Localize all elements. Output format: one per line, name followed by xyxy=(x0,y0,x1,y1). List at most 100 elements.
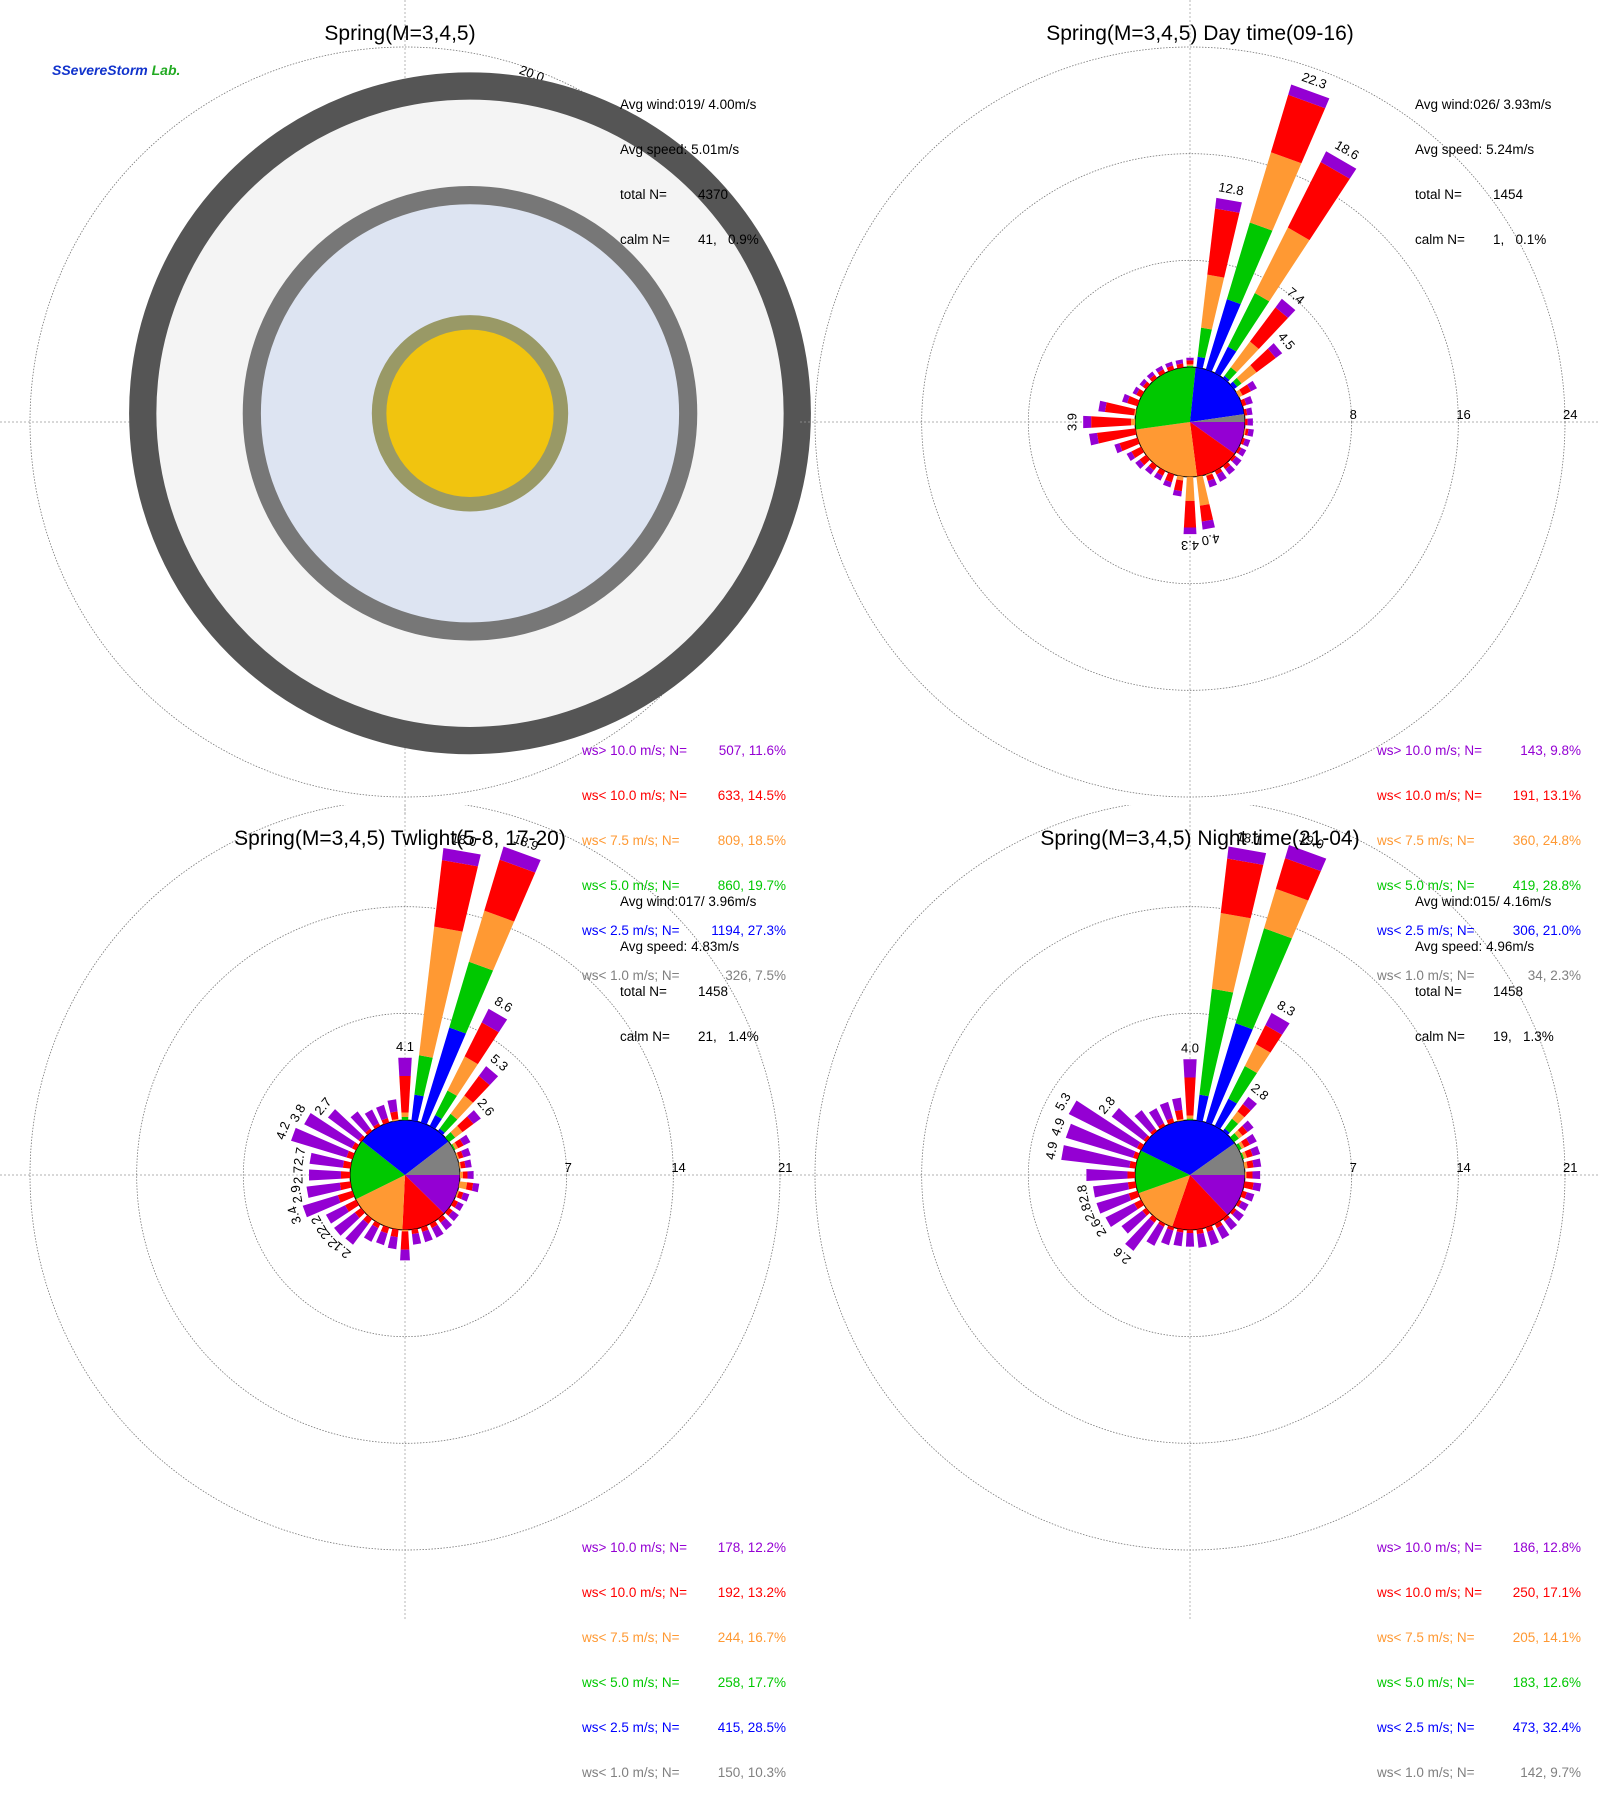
bar-dir-230 xyxy=(1121,1207,1150,1234)
total-label: total N= xyxy=(1415,187,1462,202)
bar-segment xyxy=(1247,418,1253,426)
bar-dir-200 xyxy=(1162,472,1175,488)
bar-segment xyxy=(461,1147,471,1158)
bar-segment xyxy=(1134,409,1137,416)
bar-segment xyxy=(1176,1228,1184,1233)
bar-segment xyxy=(1227,293,1270,352)
bar-segment xyxy=(390,1111,399,1120)
pie-slice-5 xyxy=(1190,414,1245,422)
stats-box: Avg wind:026/ 3.93m/s Avg speed: 5.24m/s… xyxy=(1415,67,1551,277)
logo-lab: Lab. xyxy=(151,62,181,78)
avg-speed-value: 4.83m/s xyxy=(691,939,740,954)
bar-segment xyxy=(1242,1120,1254,1133)
bar-segment xyxy=(1222,1215,1230,1222)
bar-segment xyxy=(350,1111,371,1133)
bar-segment xyxy=(1247,428,1254,437)
bar-dir-130 xyxy=(1230,454,1242,467)
bar-segment xyxy=(1173,1231,1184,1247)
bar-segment xyxy=(1143,1135,1150,1143)
bar-segment xyxy=(1243,1161,1248,1169)
avg-wind-label: Avg wind: xyxy=(1415,894,1474,909)
bar-segment xyxy=(450,1143,456,1151)
bar-segment xyxy=(1214,467,1223,475)
legend-row-lt5: ws< 5.0 m/s; N= 419, 28.8% xyxy=(1377,878,1581,893)
total-row: total N= 1458 xyxy=(620,984,759,999)
windrose-panel-all: 714213.016.320.011.85.13.02.32.73.23.13.… xyxy=(0,0,811,983)
avg-speed-value: 5.01m/s xyxy=(691,142,740,157)
pie-slice-5 xyxy=(1190,1143,1245,1175)
legend-row-lt10: ws< 10.0 m/s; N= 192, 13.2% xyxy=(582,1585,786,1600)
bar-dir-260: 2.8 xyxy=(1074,1181,1137,1204)
ring-label-0: 7 xyxy=(565,1160,572,1175)
bar-dir-130 xyxy=(1230,1207,1244,1222)
bar-segment xyxy=(1201,274,1225,330)
bar-segment xyxy=(1230,341,1259,373)
bar-segment xyxy=(1207,208,1240,278)
bar-segment xyxy=(414,1055,433,1097)
bar-dir-310 xyxy=(1139,378,1150,390)
bar-segment xyxy=(1205,472,1213,476)
bar-label: 5.3 xyxy=(1052,1090,1074,1113)
bar-segment xyxy=(450,1095,474,1120)
bar-segment xyxy=(1232,377,1242,387)
bar-dir-340 xyxy=(1159,1101,1175,1125)
bar-dir-290: 4.9 xyxy=(1048,1116,1140,1160)
bar-segment xyxy=(1237,1125,1248,1136)
pie-slice-2 xyxy=(1135,422,1198,478)
bar-segment xyxy=(449,961,494,1034)
bar-dir-150 xyxy=(1214,467,1227,482)
speed-legend: ws> 10.0 m/s; N= 143, 9.8% ws< 10.0 m/s; … xyxy=(1377,713,1581,1013)
bar-segment xyxy=(1235,928,1292,1030)
bar-segment xyxy=(1091,416,1132,428)
bar-segment xyxy=(1205,1023,1253,1125)
bar-label: 3.8 xyxy=(287,1101,309,1124)
pie-slice-4 xyxy=(1140,1120,1235,1175)
bar-dir-140 xyxy=(1222,1215,1238,1231)
bar-segment xyxy=(1119,437,1140,452)
legend-row-gt10: ws> 10.0 m/s; N= 186, 12.8% xyxy=(1377,1540,1581,1555)
bar-segment xyxy=(1174,1109,1184,1120)
bar-segment xyxy=(1230,381,1238,390)
bar-segment xyxy=(1205,1225,1214,1233)
bar-dir-250 xyxy=(1114,437,1140,454)
chart-title: Spring(M=3,4,5) Day time(09-16) xyxy=(1046,22,1354,45)
ring-label-2: 24 xyxy=(1563,407,1577,422)
bar-dir-160 xyxy=(1205,1225,1219,1246)
pie-slice-4 xyxy=(361,1120,449,1175)
bar-segment xyxy=(1162,479,1172,488)
bar-dir-260 xyxy=(1089,428,1137,446)
bar-dir-100 xyxy=(1243,428,1254,437)
bar-segment xyxy=(1222,462,1231,470)
bar-segment xyxy=(1098,400,1107,413)
bar-segment xyxy=(1227,846,1267,865)
bar-segment xyxy=(1240,1152,1245,1160)
calm-value: 1, 0.1% xyxy=(1493,232,1547,247)
windrose-panel-day: 8 16 24 12.8 22.3 18.6 7.4 4.5 4.0 4.3 3.9 Spring(… xyxy=(800,0,1600,983)
pie-slice-0 xyxy=(1190,422,1245,454)
bar-segment xyxy=(1161,1228,1174,1246)
bar-segment xyxy=(1134,1199,1145,1210)
bar-dir-190 xyxy=(387,1228,399,1250)
bar-segment xyxy=(1243,428,1246,435)
total-value: 1458 xyxy=(698,984,729,999)
bar-segment xyxy=(429,1220,438,1229)
bar-segment xyxy=(342,1160,352,1169)
bar-segment xyxy=(459,1134,471,1146)
bar-segment xyxy=(411,1094,424,1122)
bar-segment xyxy=(1186,357,1194,361)
bar-segment xyxy=(1086,1169,1128,1181)
bar-segment xyxy=(1186,1229,1194,1233)
bar-dir-110 xyxy=(1240,437,1251,447)
bar-label: 3.9 xyxy=(1064,413,1079,431)
bar-dir-170: 4.0 xyxy=(1196,475,1221,549)
bar-dir-120 xyxy=(1235,1199,1249,1212)
total-value: 1458 xyxy=(1493,984,1524,999)
total-label: total N= xyxy=(620,984,667,999)
speed-legend: ws> 10.0 m/s; N= 507, 11.6% ws< 10.0 m/s;… xyxy=(582,713,786,1013)
bar-segment xyxy=(478,1066,499,1086)
avg-speed-label: Avg speed: xyxy=(620,142,688,157)
bar-segment xyxy=(1165,472,1175,483)
bar-dir-280 xyxy=(1098,400,1137,416)
bar-segment xyxy=(1249,152,1302,231)
bar-segment xyxy=(1222,375,1230,382)
